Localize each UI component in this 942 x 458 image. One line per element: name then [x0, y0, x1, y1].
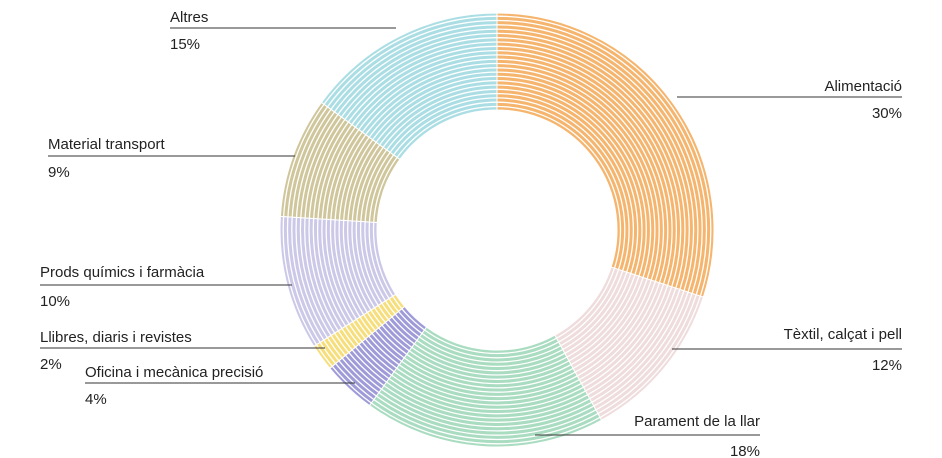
stripe-gap — [291, 24, 703, 436]
category-label: Oficina i mecànica precisió — [85, 364, 263, 381]
donut — [279, 12, 715, 448]
labels: Alimentació 30% Tèxtil, calçat i pell 12% Pa… — [40, 9, 902, 458]
stripes — [282, 15, 712, 445]
stripe-gap — [286, 19, 708, 441]
stripe-gap — [355, 88, 639, 372]
category-label: Tèxtil, calçat i pell — [784, 326, 902, 343]
stripe-gap — [295, 28, 699, 432]
slice — [320, 12, 498, 161]
stripe-gap — [338, 71, 656, 389]
category-label: Prods químics i farmàcia — [40, 264, 205, 281]
stripe-gap — [359, 92, 635, 368]
stripe-gap — [321, 54, 673, 406]
value-label: 10% — [40, 293, 70, 310]
stripe-gap — [312, 45, 682, 415]
stripe-gap — [334, 67, 660, 393]
stripe-gap — [308, 41, 686, 419]
value-label: 18% — [730, 443, 760, 458]
category-label: Material transport — [48, 136, 166, 153]
stripe-gap — [368, 101, 626, 359]
value-label: 9% — [48, 164, 70, 181]
stripe-gap — [351, 84, 643, 376]
value-label: 2% — [40, 356, 62, 373]
stripe-gap — [364, 97, 630, 363]
value-label: 15% — [170, 36, 200, 53]
value-label: 4% — [85, 391, 107, 408]
category-label: Parament de la llar — [634, 413, 760, 430]
stripe-gap — [372, 105, 622, 355]
stripe-gap — [329, 62, 665, 398]
category-label: Llibres, diaris i revistes — [40, 329, 192, 346]
stripe-gap — [347, 80, 647, 380]
value-label: 12% — [872, 357, 902, 374]
category-label: Altres — [170, 9, 208, 26]
stripe-gap — [342, 75, 652, 385]
value-label: 30% — [872, 105, 902, 122]
stripe-gap — [304, 37, 690, 423]
stripe-gap — [299, 32, 695, 428]
category-label: Alimentació — [824, 78, 902, 95]
stripe-gap — [325, 58, 669, 402]
stripe-gap — [316, 49, 678, 411]
stripe-gap — [282, 15, 712, 445]
